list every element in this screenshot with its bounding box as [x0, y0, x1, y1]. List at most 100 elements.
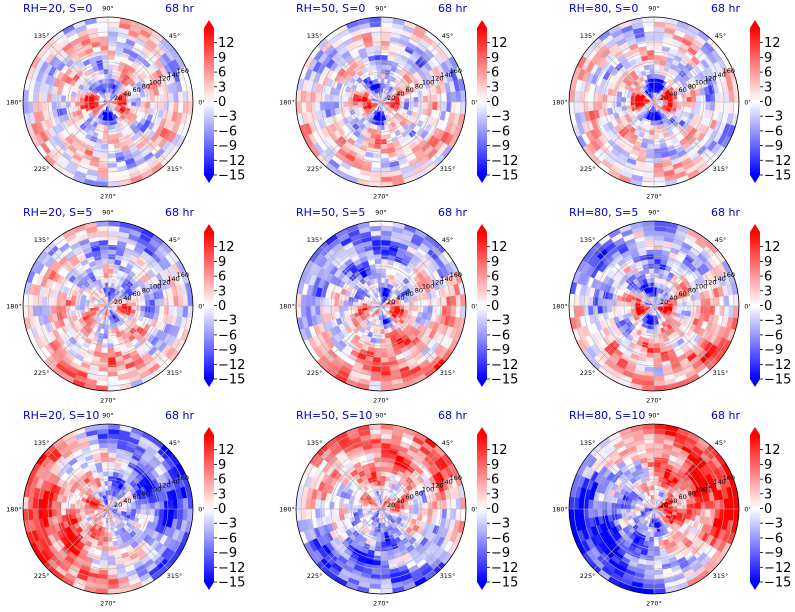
heatmap-cell	[361, 99, 368, 103]
angle-tick-label: 90°	[648, 5, 660, 13]
angle-tick-label: 270°	[100, 193, 116, 201]
polar-panel: 90°45°0°315°270°225°180°135°20 40 60 801001…	[552, 206, 791, 405]
heatmap-cell	[343, 101, 349, 108]
heatmap-cell	[653, 64, 660, 70]
heatmap-cell	[168, 101, 175, 112]
heatmap-cell	[41, 101, 48, 112]
heatmap-cell	[101, 258, 109, 265]
heatmap-cell	[107, 82, 111, 89]
heatmap-cell	[709, 297, 716, 307]
heatmap-cell	[644, 162, 655, 169]
heatmap-cell	[686, 300, 692, 307]
angle-tick-label: 270°	[646, 193, 662, 201]
heatmap-cell	[408, 305, 415, 311]
heatmap-cell	[647, 54, 655, 61]
angular-gridline	[380, 41, 442, 103]
radial-tick-label: 80	[415, 82, 423, 90]
radial-tick-label: 20	[387, 94, 395, 102]
angular-gridline	[107, 41, 169, 103]
heatmap-cell	[620, 301, 627, 307]
colorbar-extend-min	[204, 379, 214, 387]
colorbar-tick-label: −9	[491, 343, 510, 358]
colorbar-extend-max	[477, 20, 487, 28]
heatmap-cell	[645, 361, 655, 368]
heatmap-cell	[70, 300, 76, 307]
angular-gridline	[320, 41, 382, 103]
heatmap-cell	[653, 357, 663, 363]
heatmap-cell	[686, 101, 692, 108]
angle-tick-label: 90°	[102, 209, 114, 217]
heatmap-cell	[648, 134, 655, 140]
heatmap-cell	[380, 277, 386, 283]
angle-tick-label: 315°	[440, 165, 456, 173]
heatmap-cell	[432, 297, 438, 307]
heatmap-cell	[645, 153, 655, 159]
colorbar-tick-label: 0	[764, 95, 772, 110]
heatmap-cell	[422, 299, 429, 307]
angle-tick-label: 315°	[167, 165, 183, 173]
heatmap-cell	[380, 162, 391, 169]
heatmap-cell	[149, 101, 156, 109]
heatmap-cell	[107, 282, 112, 288]
colorbar-tick-label: 9	[491, 255, 499, 270]
heatmap-cell	[625, 301, 631, 307]
heatmap-cell	[70, 101, 76, 108]
heatmap-cell	[333, 305, 340, 313]
radial-tick-label: 60	[405, 86, 413, 94]
angle-tick-label: 180°	[279, 303, 295, 311]
polar-frame	[568, 16, 740, 188]
heatmap-cell	[587, 296, 594, 307]
angle-tick-label: 135°	[34, 32, 50, 40]
heatmap-cell	[653, 258, 661, 265]
heatmap-cell	[380, 249, 390, 255]
radial-tick-label: 120	[431, 75, 443, 83]
heatmap-cell	[432, 101, 438, 111]
heatmap-cell	[319, 101, 326, 111]
heatmap-cell	[592, 305, 599, 315]
heatmap-cell	[378, 115, 382, 122]
heatmap-cell	[372, 153, 382, 159]
angle-tick-label: 135°	[307, 236, 323, 244]
heatmap-cell	[436, 305, 443, 315]
heatmap-cell	[653, 338, 660, 344]
panel-title: RH=80, S=0	[569, 2, 638, 15]
heatmap-cell	[107, 357, 117, 363]
heatmap-cell	[377, 120, 382, 126]
heatmap-cell	[41, 305, 48, 316]
heatmap-cell	[649, 125, 655, 131]
heatmap-cell	[107, 268, 114, 274]
angle-tick-label: 45°	[442, 236, 454, 244]
radial-tick-label: 60	[132, 290, 140, 298]
heatmap-cell	[376, 333, 382, 340]
heatmap-cell	[653, 268, 660, 274]
angle-tick-label: 180°	[6, 303, 22, 311]
heatmap-cell	[131, 101, 137, 107]
heatmap-cell	[644, 366, 655, 373]
heatmap-cell	[653, 134, 660, 140]
colorbar-tick-label: −6	[491, 124, 510, 139]
angle-tick-label: 180°	[552, 99, 568, 107]
heatmap-cell	[432, 93, 438, 103]
colorbar-tick-label: 6	[491, 66, 499, 81]
heatmap-cell	[88, 99, 95, 103]
heatmap-cell	[51, 93, 57, 103]
heatmap-cell	[380, 286, 384, 293]
heatmap-cell	[41, 296, 48, 307]
heatmap-cell	[51, 305, 57, 315]
radial-tick-label: 160	[723, 67, 735, 75]
angle-tick-label: 225°	[34, 369, 50, 377]
heatmap-cell	[107, 143, 115, 150]
angle-tick-label: 315°	[713, 165, 729, 173]
heatmap-cell	[99, 361, 109, 368]
radial-tick-label: 120	[158, 75, 170, 83]
radial-tick-label: 140	[713, 71, 725, 79]
colorbar-tick-label: 6	[218, 270, 226, 285]
heatmap-cell	[647, 347, 655, 354]
radial-tick-label: 160	[450, 67, 462, 75]
heatmap-cell	[372, 249, 382, 255]
heatmap-cell	[587, 101, 594, 112]
heatmap-cell	[653, 153, 663, 159]
heatmap-cell	[705, 297, 711, 307]
heatmap-cell	[413, 305, 419, 312]
